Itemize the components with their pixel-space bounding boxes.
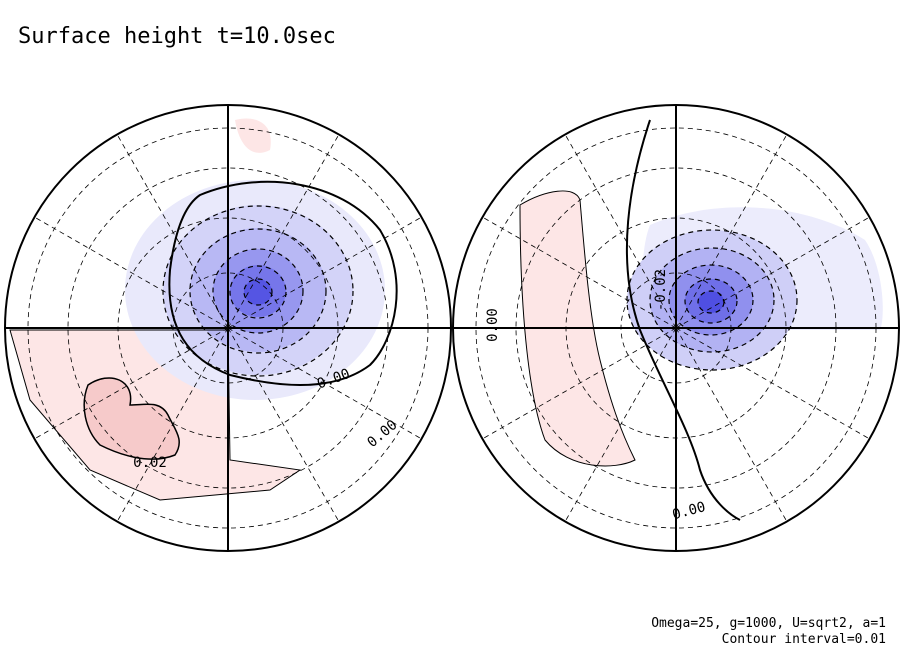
right-contour-label: 0.00 [485, 308, 501, 342]
left-hemisphere-boundary [4, 104, 452, 552]
left-contour-label: 0.00 [364, 417, 400, 451]
right-hemisphere-boundary [452, 104, 900, 552]
contour-interval-text: Contour interval=0.01 [721, 632, 886, 647]
chart-title: Surface height t=10.0sec [18, 24, 336, 49]
left-hemisphere [5, 105, 451, 551]
parameters-text: Omega=25, g=1000, U=sqrt2, a=1 [651, 616, 886, 631]
right-contour-label: -0.02 [653, 269, 669, 311]
right-hemisphere [453, 105, 899, 551]
left-contour-label: 0.02 [133, 455, 167, 471]
left-positive-core [83, 377, 180, 460]
footer: Omega=25, g=1000, U=sqrt2, a=1 Contour i… [651, 616, 886, 648]
